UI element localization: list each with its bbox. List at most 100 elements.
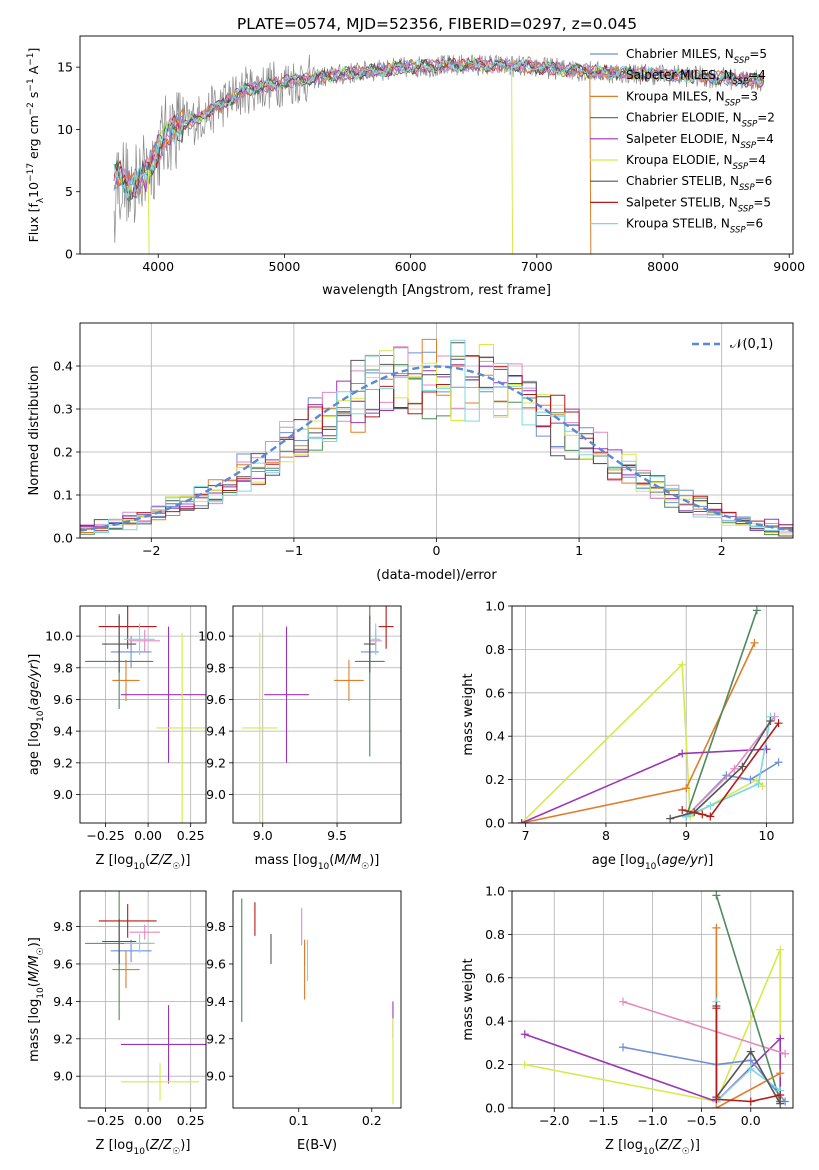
y-tick-label: 9.6 [206, 956, 226, 971]
x-tick-label: 0.00 [134, 1113, 162, 1128]
weight-marker-chabrier-miles [746, 1056, 755, 1065]
y-tick-label: 0.0 [485, 816, 505, 831]
x-tick-label: 0 [433, 543, 441, 558]
x-tick-label: 1 [575, 543, 583, 558]
legend: 𝒩(0,1) [692, 337, 773, 352]
x-tick-label: −0.25 [86, 1113, 124, 1128]
y-axis-label: mass weight [461, 958, 476, 1040]
axes-frame [79, 35, 794, 255]
legend: Chabrier MILES, NSSP=5 Salpeter MILES, NS… [590, 47, 775, 236]
y-tick-label: 0 [65, 247, 73, 262]
axes-frame [232, 890, 402, 1109]
axes-frame [79, 890, 207, 1109]
x-axis-label: (data-model)/error [376, 568, 497, 583]
model-spectrum-salpeter-elodie [113, 56, 765, 193]
x-tick-label: −2 [142, 543, 160, 558]
weight-marker-salpeter-stelib [776, 1090, 785, 1099]
y-tick-label: 0.4 [485, 729, 505, 744]
y-tick-label: 9.0 [206, 787, 226, 802]
y-tick-label: 9.2 [206, 755, 226, 770]
weight-marker-salpeter-stelib [774, 719, 783, 728]
axes-frame [232, 605, 402, 824]
weight-marker-chabrier-stelib [738, 762, 747, 771]
weight-marker-salpeter-elodie [776, 1034, 785, 1043]
y-tick-label: 0.0 [485, 1101, 505, 1116]
weight-vs-metallicity-panel: −2.0 −1.5 −1.0 −0.5 0.0 0.0 0.2 0.4 0.6 0.8 1.0 Z [… [461, 884, 794, 1157]
axes-frame [511, 890, 794, 1109]
weight-marker-salpeter-elodie [678, 749, 687, 758]
model-dropout [147, 170, 150, 254]
weight-marker-chabrier-stelib [746, 1047, 755, 1056]
age-vs-metallicity-panel: −0.25 0.00 0.25 9.0 9.2 9.4 9.6 9.8 10.0 Z [log10… [27, 605, 207, 872]
weight-marker-chabrier-elodie [752, 606, 761, 615]
weight-marker-kroupa-elodie [758, 782, 767, 791]
weight-marker-kroupa-miles [712, 923, 721, 932]
x-axis-label: Z [log10(Z/Z☉)] [605, 1138, 700, 1157]
axes-frame [79, 605, 207, 824]
y-tick-label: 0.1 [53, 488, 73, 503]
residuals-panel: −2 −1 0 1 2 0.0 0.1 0.2 0.3 0.4 𝒩(0,1) (data-model)… [27, 322, 794, 583]
y-tick-label: 9.4 [53, 724, 73, 739]
y-tick-label: 0.8 [485, 927, 505, 942]
weight-line-chabrier-miles [622, 1046, 786, 1103]
y-axis-label: mass [log10(M/M☉)] [27, 937, 46, 1062]
age-vs-mass-panel: 9.0 9.5 9.0 9.2 9.4 9.6 9.8 10.0 mass [log10(M/M… [198, 605, 402, 872]
x-tick-label: 0.0 [741, 1113, 761, 1128]
weight-marker-chabrier-miles [774, 758, 783, 767]
x-tick-label: −1.0 [637, 1113, 667, 1128]
y-tick-label: 9.4 [206, 724, 226, 739]
weight-line-salpeter-stelib [715, 1008, 781, 1103]
weight-marker-salpeter-stelib [706, 812, 715, 821]
normal-curve [80, 365, 793, 532]
weight-marker-chabrier-elodie [712, 891, 721, 900]
y-tick-label: 0.4 [485, 1014, 505, 1029]
plot-area [85, 606, 206, 823]
weight-marker-kroupa-elodie [520, 1060, 529, 1069]
histogram-kroupa-stelib [80, 339, 793, 538]
weight-marker-kroupa-miles [750, 638, 759, 647]
y-tick-label: 9.6 [53, 956, 73, 971]
x-tick-label: −1 [285, 543, 303, 558]
y-tick-label: 5 [65, 184, 73, 199]
weight-marker-kroupa-stelib [754, 779, 763, 788]
plot-area [520, 891, 790, 1108]
y-tick-label: 1.0 [485, 884, 505, 899]
weight-marker-chabrier-stelib [666, 814, 675, 823]
legend-label: Salpeter STELIB, NSSP=5 [626, 195, 771, 214]
plot-area [80, 338, 793, 538]
x-tick-label: −1.5 [588, 1113, 618, 1128]
x-tick-label: 4000 [142, 259, 174, 274]
y-tick-label: 9.8 [53, 660, 73, 675]
plot-area [241, 606, 394, 823]
spectrum-panel: 4000 5000 6000 7000 8000 9000 0 5 10 15 Chabrier M… [26, 35, 805, 298]
y-tick-label: 9.0 [53, 1069, 73, 1084]
figure-title: PLATE=0574, MJD=52356, FIBERID=0297, z=0… [237, 15, 637, 33]
x-tick-label: 7 [522, 828, 530, 843]
y-axis-label: age [log10(age/yr)] [27, 654, 46, 776]
weight-marker-salpeter-stelib [698, 810, 707, 819]
y-tick-label: 9.4 [206, 994, 226, 1009]
y-tick-label: 0.2 [485, 772, 505, 787]
y-tick-label: 10 [57, 122, 73, 137]
observed-spectrum [113, 54, 765, 243]
y-tick-label: 9.8 [206, 919, 226, 934]
model-spectrum-kroupa-stelib [113, 56, 765, 199]
x-tick-label: 9 [682, 828, 690, 843]
y-tick-label: 9.4 [53, 994, 73, 1009]
plot-area [517, 606, 783, 823]
weight-marker-salpeter-stelib [746, 1097, 755, 1106]
mass-vs-metallicity-panel: −0.25 0.00 0.25 9.0 9.2 9.4 9.6 9.8 Z [log10(Z/Z… [27, 890, 207, 1157]
axes-frame [511, 605, 794, 824]
x-axis-label: age [log10(age/yr)] [592, 853, 714, 872]
weight-line-chabrier-elodie [685, 610, 758, 817]
x-axis-label: Z [log10(Z/Z☉)] [96, 853, 191, 872]
weight-line-kroupa-stelib [685, 716, 772, 818]
legend-label: Salpeter MILES, NSSP=4 [626, 68, 766, 87]
legend-label: Kroupa MILES, NSSP=3 [626, 89, 758, 108]
legend-label: Salpeter ELODIE, NSSP=4 [626, 132, 774, 151]
x-tick-label: 9000 [773, 259, 805, 274]
weight-line-chabrier-stelib [669, 720, 772, 820]
x-axis-label: mass [log10(M/M☉)] [255, 853, 380, 872]
legend-label: Kroupa STELIB, NSSP=6 [626, 217, 763, 236]
weight-vs-age-panel: 7 8 9 10 0.0 0.2 0.4 0.6 0.8 1.0 age [log10(age/yr… [461, 599, 794, 872]
